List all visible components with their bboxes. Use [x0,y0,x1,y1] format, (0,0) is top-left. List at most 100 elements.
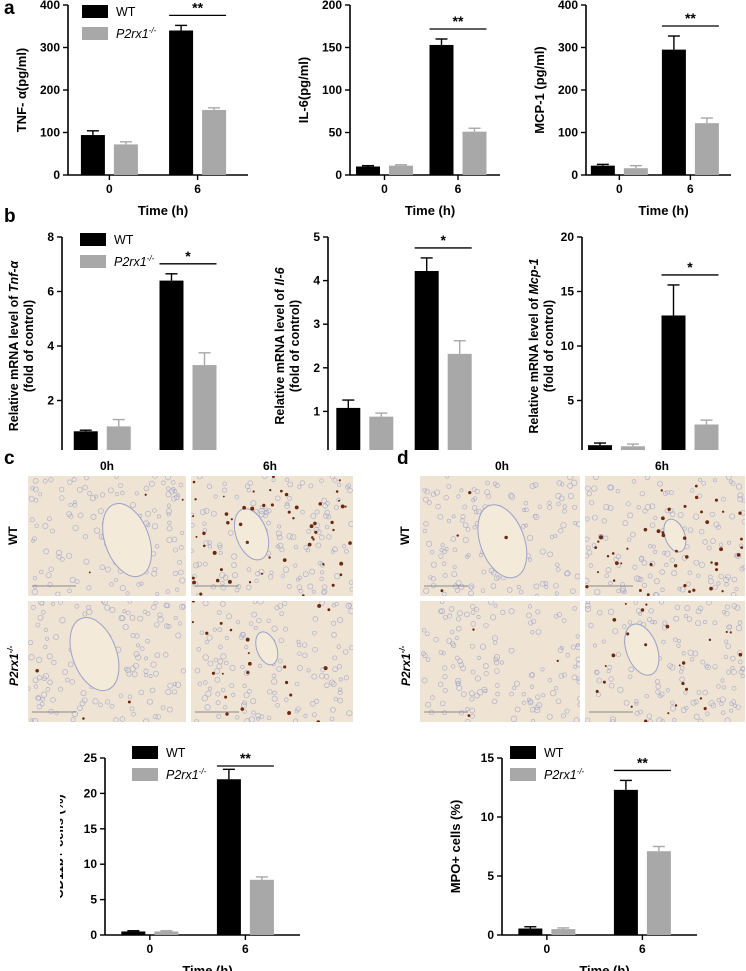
nucleus [231,572,238,579]
legend-swatch-wt [82,5,108,18]
nucleus [465,554,470,559]
panel-letter-d: d [397,448,409,469]
nucleus [32,717,39,722]
stained-cell [127,700,131,704]
nucleus [279,611,285,617]
stained-cell [682,536,687,540]
x-tick-label: 0 [147,942,154,956]
nucleus [644,693,649,699]
nucleus [725,643,731,649]
nucleus [529,706,536,713]
nucleus [302,571,309,578]
nucleus [469,643,475,649]
chart-cd11b-cells: 0 5 10 15 20 25 0 6 ** Time (h) CD11b+ cells (%) WT… [60,746,300,971]
y-axis-label: MCP-1 (pg/ml) [532,46,547,133]
vessel-lumen [477,504,528,579]
nucleus [29,517,35,523]
y-tick-label: 0 [53,168,60,182]
nucleus [126,671,132,677]
nucleus [529,684,535,689]
nucleus [474,607,480,612]
stained-cell [709,586,713,591]
nucleus [615,553,622,560]
stained-cell [614,561,619,565]
micro-d-col-0h: 0h [495,459,510,473]
stained-cell [685,687,689,691]
nucleus [671,570,678,577]
nucleus [443,615,448,620]
stained-cell [332,528,335,532]
nucleus [321,590,327,595]
nucleus [573,521,578,526]
nucleus [585,545,591,551]
tissue-background [191,476,353,596]
nucleus [529,672,535,677]
nucleus [439,601,445,605]
nucleus [77,705,83,712]
nucleus [439,700,446,707]
nucleus [216,713,222,719]
nucleus [154,652,161,659]
nucleus [222,574,229,581]
nucleus [312,646,318,653]
stained-cell [643,527,648,532]
nucleus [585,485,591,492]
bar-wt [121,931,146,935]
nucleus [731,576,738,583]
nucleus [48,566,54,572]
nucleus [665,688,670,693]
nucleus [28,639,34,646]
nucleus [446,483,452,489]
nucleus [243,692,250,699]
nucleus [627,512,634,519]
nucleus [39,701,45,707]
nucleus [302,652,308,659]
nucleus [271,478,276,483]
stained-cell [181,498,184,501]
nucleus [734,604,741,611]
x-tick-label: 6 [455,182,462,196]
stained-cell [660,516,665,521]
stained-cell [338,479,341,482]
nucleus [570,644,576,650]
y-axis-label-sub: (fold of control) [22,300,36,392]
nucleus [567,476,574,481]
nucleus [677,511,684,518]
nucleus [171,496,177,502]
stained-cell [268,556,271,559]
nucleus [129,501,136,508]
nucleus [693,513,700,520]
nucleus [319,478,324,483]
nucleus [639,490,646,497]
nucleus [199,508,207,516]
nucleus [680,666,685,671]
nucleus [255,712,261,719]
nucleus [451,664,456,669]
nucleus [59,495,65,501]
nucleus [430,561,437,568]
nucleus [105,699,111,705]
nucleus [540,667,545,672]
nucleus [311,673,318,680]
nucleus [163,652,169,658]
nucleus [441,561,447,567]
nucleus [252,601,258,605]
nucleus [259,714,265,720]
y-tick-label: 0 [335,168,342,182]
stained-cell [611,552,615,555]
nucleus [721,496,726,502]
nucleus [217,542,223,548]
nucleus [526,612,532,619]
nucleus [34,523,39,529]
nucleus [337,617,344,624]
nucleus [601,518,607,524]
x-tick-label: 0 [544,942,551,956]
nucleus [739,566,745,572]
nucleus [70,717,76,722]
nucleus [660,719,665,722]
stained-cell [309,524,314,529]
nucleus [109,582,114,587]
nucleus [684,605,691,612]
micro-c-wt-0h [28,476,186,596]
nucleus [118,693,124,698]
